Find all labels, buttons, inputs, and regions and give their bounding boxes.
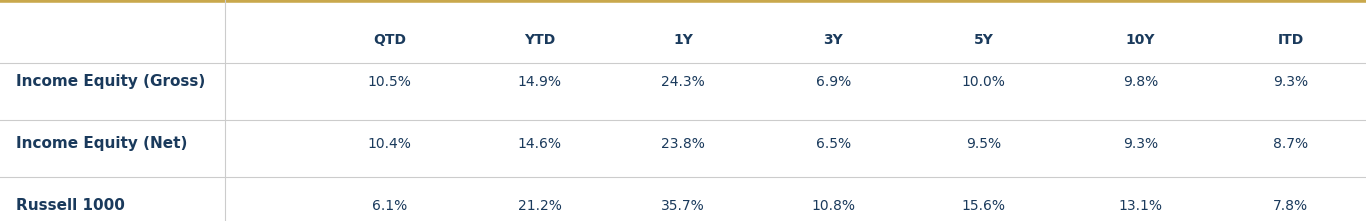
Text: 10.8%: 10.8% bbox=[811, 198, 855, 213]
Text: 6.9%: 6.9% bbox=[816, 75, 851, 89]
Text: 10.5%: 10.5% bbox=[367, 75, 411, 89]
Text: 23.8%: 23.8% bbox=[661, 137, 705, 151]
Text: 8.7%: 8.7% bbox=[1273, 137, 1309, 151]
Text: QTD: QTD bbox=[373, 33, 406, 47]
Text: 6.1%: 6.1% bbox=[372, 198, 407, 213]
Text: 14.6%: 14.6% bbox=[518, 137, 561, 151]
Text: 1Y: 1Y bbox=[673, 33, 693, 47]
Text: ITD: ITD bbox=[1277, 33, 1305, 47]
Text: 7.8%: 7.8% bbox=[1273, 198, 1309, 213]
Text: 9.8%: 9.8% bbox=[1123, 75, 1158, 89]
Text: 21.2%: 21.2% bbox=[518, 198, 561, 213]
Text: Income Equity (Net): Income Equity (Net) bbox=[16, 136, 187, 151]
Text: 10.0%: 10.0% bbox=[962, 75, 1005, 89]
Text: 10.4%: 10.4% bbox=[367, 137, 411, 151]
Text: 5Y: 5Y bbox=[974, 33, 993, 47]
Text: 6.5%: 6.5% bbox=[816, 137, 851, 151]
Text: YTD: YTD bbox=[525, 33, 555, 47]
Text: 10Y: 10Y bbox=[1126, 33, 1156, 47]
Text: 24.3%: 24.3% bbox=[661, 75, 705, 89]
Text: 35.7%: 35.7% bbox=[661, 198, 705, 213]
Text: Income Equity (Gross): Income Equity (Gross) bbox=[16, 74, 206, 89]
Text: 9.3%: 9.3% bbox=[1273, 75, 1309, 89]
Text: 13.1%: 13.1% bbox=[1119, 198, 1162, 213]
Text: 9.3%: 9.3% bbox=[1123, 137, 1158, 151]
Text: 9.5%: 9.5% bbox=[966, 137, 1001, 151]
Text: 3Y: 3Y bbox=[824, 33, 843, 47]
Text: 14.9%: 14.9% bbox=[518, 75, 561, 89]
Text: Russell 1000: Russell 1000 bbox=[16, 198, 126, 213]
Text: 15.6%: 15.6% bbox=[962, 198, 1005, 213]
